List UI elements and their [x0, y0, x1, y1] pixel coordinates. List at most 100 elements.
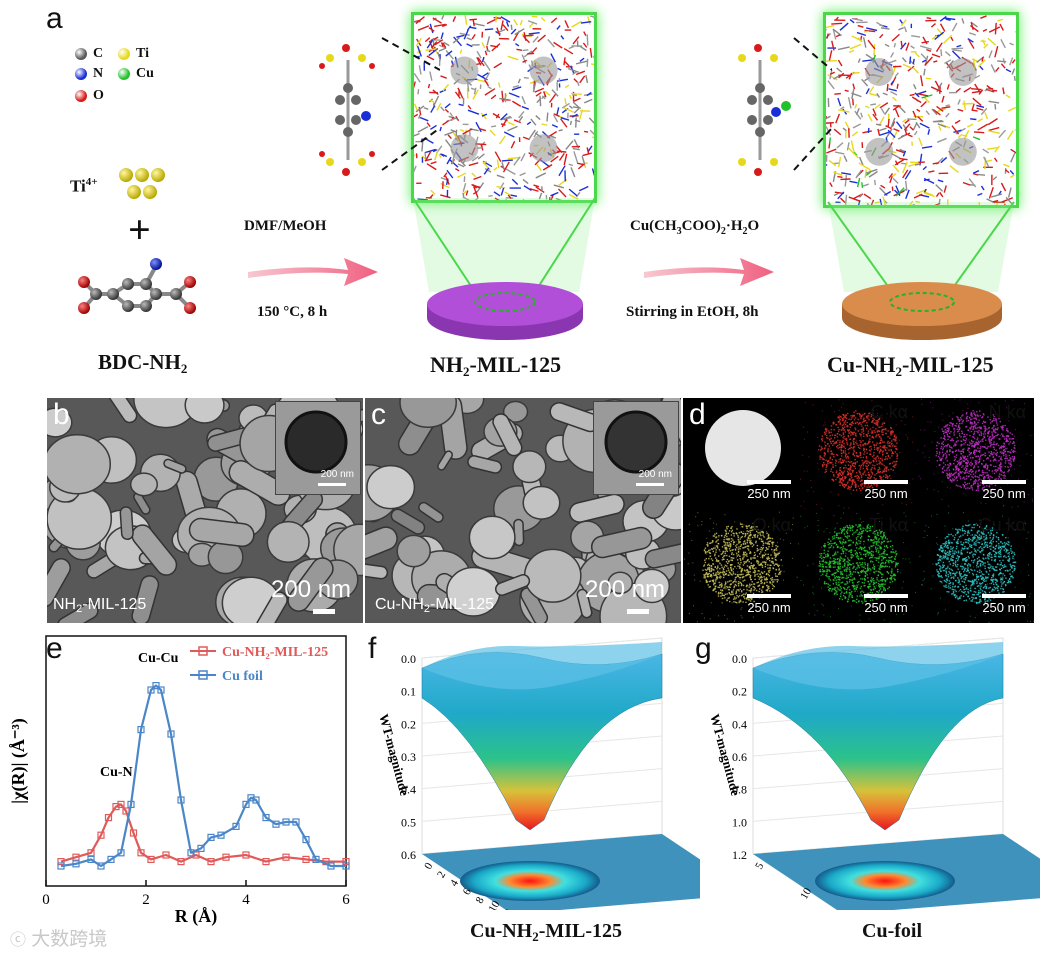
series-0-point [97, 831, 105, 839]
series-1-point [197, 844, 205, 852]
series-1-point [207, 833, 215, 841]
x-tick-label: 0 [42, 892, 50, 908]
series-1-point [177, 796, 185, 804]
chart-e-frame [45, 635, 347, 887]
panel-e-exafs-chart: 0 2 4 6 R (Å) |χ(R)| (Å⁻³) Cu-Cu Cu-N Cu-NH… [8, 635, 350, 927]
series-0-point [87, 849, 95, 857]
chart-e-legend-1: Cu-NH₂-MIL-125 [222, 645, 328, 660]
titanium-dots-icon [800, 512, 916, 623]
z-tick-label: 0.6 [401, 848, 416, 862]
series-1-point [282, 818, 290, 826]
series-1-point [327, 862, 335, 870]
map-carbon-title: C kα [870, 402, 908, 422]
chart-e-xlabel: R (Å) [175, 906, 218, 927]
watermark: ⓒ 大数跨境 [10, 929, 108, 950]
panel-c-sample-label: Cu-NH2-MIL-125 [375, 596, 495, 615]
step1-arrow-icon [248, 258, 378, 286]
nh2-mil-125-disk-icon [412, 197, 596, 340]
legend-copper: Cu [118, 66, 154, 82]
chart-e-legend: Cu-NH₂-MIL-125 Cu foil [190, 645, 328, 684]
series-0-point [302, 855, 310, 863]
panel-b-sample-label: NH2-MIL-125 [53, 596, 147, 615]
panel-e-letter: e [46, 632, 63, 665]
panel-g-letter: g [695, 632, 712, 665]
series-1-point [302, 836, 310, 844]
panel-c-inset-scale-bar [636, 483, 664, 486]
copper-dots-icon [919, 512, 1034, 623]
series-0-point [57, 858, 65, 866]
panel-c-tem-particle-icon [604, 410, 668, 474]
series-1-point [217, 831, 225, 839]
z-tick-label: 0.8 [732, 783, 747, 797]
oxygen-atom-icon [75, 90, 87, 102]
step2-arrow-icon [644, 258, 774, 286]
series-line-0 [60, 803, 346, 863]
oxygen-dots-icon [684, 511, 799, 623]
nh2-mil-125-crystal-structure [408, 12, 602, 209]
series-1-point [247, 794, 255, 802]
series-0-point [137, 849, 145, 857]
carbon-atom-icon [75, 48, 87, 60]
panel-d-eds-maps: d 250 nm C kα 250 nm N kα 250 nm O kα 25… [683, 398, 1034, 623]
x-tick-label: 5 [753, 860, 766, 871]
series-0-point [282, 853, 290, 861]
map-titanium-scale: 250 nm [864, 594, 908, 615]
legend-titanium-label: Ti [136, 46, 149, 61]
map-nitrogen: N kα 250 nm [917, 398, 1034, 509]
series-0-point [177, 858, 185, 866]
x-axis-label: k/Å⁻¹ [451, 909, 480, 910]
x-tick-label: 10 [486, 898, 502, 910]
x-tick-label: 4 [448, 877, 461, 888]
series-0-point [162, 851, 170, 859]
series-1-point [157, 686, 165, 694]
panel-b-scale-label: 200 nm [271, 576, 352, 603]
panel-c-inset-scale: 200 nm [638, 469, 672, 480]
series-1-point [57, 862, 65, 870]
panel-d-letter: d [689, 398, 706, 431]
legend-oxygen: O [75, 88, 104, 104]
nitrogen-dots-icon [917, 398, 1034, 509]
map-copper-title: Cu kα [978, 515, 1026, 535]
panel-b-scale-bar [313, 609, 335, 614]
panel-c-scale-label: 200 nm [585, 576, 666, 603]
z-tick-label: 1.0 [732, 815, 747, 829]
x-tick-label: 8 [474, 895, 487, 906]
panel-c-tem-inset: 200 nm [593, 401, 679, 495]
map-titanium-title: Ti kα [869, 515, 908, 535]
cu-nh2-mil-125-crystal-structure [820, 12, 1023, 213]
map-carbon: C kα 250 nm [800, 398, 916, 509]
step1-conditions: 150 °C, 8 h [257, 304, 328, 320]
x-tick-label: 6 [342, 892, 350, 908]
map-nitrogen-scale: 250 nm [982, 480, 1026, 501]
panel-b-inset-scale: 200 nm [320, 469, 354, 480]
x-tick-label: 2 [142, 892, 150, 908]
series-0-point [262, 858, 270, 866]
panel-c-letter: c [371, 398, 386, 431]
z-tick-label: 0.0 [732, 652, 747, 666]
series-1-point [342, 862, 350, 870]
y-tick-label: 3.0 [1038, 827, 1040, 845]
bdc-nh2-label: BDC-NH2 [98, 350, 188, 376]
series-1-point [137, 725, 145, 734]
z-tick-label: 0.5 [401, 815, 416, 829]
panel-f-letter: f [368, 632, 377, 665]
nh2-mil-125-title: NH2-MIL-125 [430, 352, 562, 379]
series-0-point [147, 855, 155, 863]
z-tick-label: 0.4 [732, 717, 747, 731]
chart-e-ylabel: |χ(R)| (Å⁻³) [8, 718, 29, 804]
bdc-nh2-molecule-icon [78, 258, 196, 314]
legend-copper-label: Cu [136, 66, 154, 81]
series-0-point [112, 803, 120, 811]
series-0-point [242, 851, 250, 859]
z-tick-label: 0.1 [401, 685, 416, 699]
series-1-point [252, 796, 260, 804]
cu-nh2-mil-125-title: Cu-NH2-MIL-125 [827, 352, 994, 379]
x-tick-label: 6 [461, 886, 474, 897]
map-copper: Cu kα 250 nm [917, 511, 1034, 623]
step2-conditions: Stirring in EtOH, 8h [626, 304, 759, 320]
series-1-point [107, 855, 115, 863]
series-1-point [127, 800, 135, 808]
series-1-point [87, 855, 95, 863]
panel-b-tem-inset: 200 nm [275, 401, 361, 495]
